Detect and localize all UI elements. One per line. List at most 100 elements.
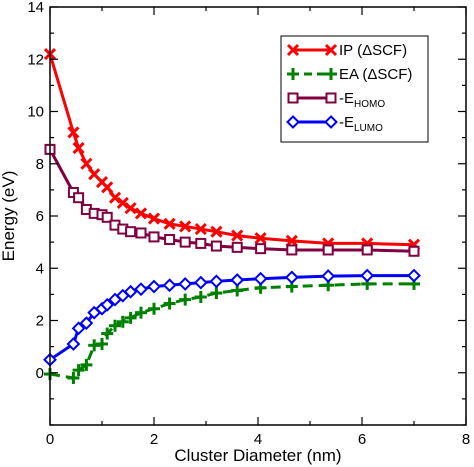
legend-marker [324, 115, 338, 129]
data-point [194, 223, 207, 236]
legend-entry: -EHOMO [287, 90, 385, 110]
data-point [322, 244, 334, 256]
data-point [66, 337, 81, 351]
x-tick-label: 8 [462, 431, 470, 448]
data-point [147, 212, 161, 225]
y-tick-label: 2 [36, 313, 44, 330]
y-tick-label: 4 [36, 260, 44, 277]
data-point [285, 234, 298, 247]
data-point [253, 271, 268, 286]
x-tick-label: 2 [150, 431, 158, 448]
data-point [193, 275, 208, 290]
data-point [80, 157, 93, 170]
legend-label: IP (ΔSCF) [339, 42, 407, 59]
data-point [209, 274, 224, 289]
data-point [179, 293, 192, 306]
legend-marker [324, 43, 338, 57]
data-point [101, 211, 113, 223]
data-point [72, 142, 85, 155]
data-point [254, 232, 267, 245]
legend-entry: EA (ΔSCF) [287, 66, 412, 83]
data-point [255, 243, 267, 255]
data-point [163, 217, 176, 230]
data-point [408, 245, 420, 257]
data-point [96, 338, 108, 351]
data-point [125, 226, 137, 238]
data-point [79, 316, 94, 331]
legend-entry: -ELUMO [286, 114, 383, 134]
legend-label: EA (ΔSCF) [339, 66, 412, 83]
series-2 [44, 143, 420, 257]
legend-marker [286, 115, 300, 129]
data-point [135, 227, 147, 239]
legend-marker [287, 68, 299, 80]
data-point [124, 311, 137, 324]
x-tick-label: 6 [358, 431, 366, 448]
data-point [179, 236, 191, 248]
data-point [80, 358, 93, 371]
data-point [195, 237, 207, 249]
data-point [147, 279, 161, 294]
data-point [134, 207, 148, 220]
data-point [135, 306, 147, 319]
data-point [116, 196, 129, 209]
data-point [210, 240, 222, 252]
data-point [124, 202, 137, 215]
data-point [67, 126, 80, 139]
series-1 [44, 277, 420, 384]
data-point [148, 302, 160, 315]
data-point [101, 181, 114, 194]
data-point [108, 191, 122, 204]
data-point [100, 297, 115, 312]
data-point [73, 192, 85, 204]
data-point [284, 270, 299, 285]
data-point [101, 327, 114, 340]
legend-marker [286, 43, 300, 57]
y-tick-label: 8 [36, 156, 44, 173]
x-tick-label: 0 [46, 431, 54, 448]
data-point [231, 241, 243, 253]
data-point [179, 220, 192, 233]
data-point [72, 364, 85, 377]
data-point [134, 282, 148, 297]
y-tick-label: 14 [27, 0, 44, 16]
data-point [210, 287, 223, 300]
data-point [163, 297, 176, 310]
legend-entry: IP (ΔSCF) [286, 42, 407, 59]
data-point [109, 319, 121, 332]
data-point [210, 225, 223, 238]
data-point [116, 315, 129, 328]
legend: IP (ΔSCF) EA (ΔSCF) -EHOMO -ELUMO [280, 35, 429, 143]
y-tick-label: 0 [36, 365, 44, 382]
series-0 [43, 47, 421, 251]
legend-box [280, 35, 429, 143]
legend-marker [325, 92, 337, 104]
data-point [230, 273, 245, 287]
x-tick-label: 4 [254, 431, 262, 448]
legend-label: -EHOMO [339, 90, 385, 110]
data-point [407, 268, 421, 283]
y-tick-label: 12 [27, 51, 44, 68]
x-axis-title: Cluster Diameter (nm) [174, 446, 341, 465]
data-point [360, 268, 375, 283]
y-tick-label: 6 [36, 208, 44, 225]
data-point [148, 231, 160, 243]
data-point [361, 244, 373, 256]
series-line [49, 274, 414, 361]
data-point [231, 229, 244, 242]
legend-label: -ELUMO [339, 114, 383, 134]
data-point [178, 277, 193, 291]
legend-marker [287, 92, 299, 104]
data-point [162, 278, 177, 293]
data-point [123, 284, 138, 299]
series-layer [43, 47, 421, 384]
data-point [194, 290, 207, 303]
y-tick-label: 10 [27, 104, 44, 121]
ticks-layer: 0 2 4 6 8 0 2 4 6 8 10 12 14 [27, 0, 470, 448]
data-point [71, 321, 86, 336]
series-line [49, 282, 414, 380]
series-3 [43, 268, 421, 367]
data-point [321, 269, 336, 284]
data-point [67, 371, 80, 384]
